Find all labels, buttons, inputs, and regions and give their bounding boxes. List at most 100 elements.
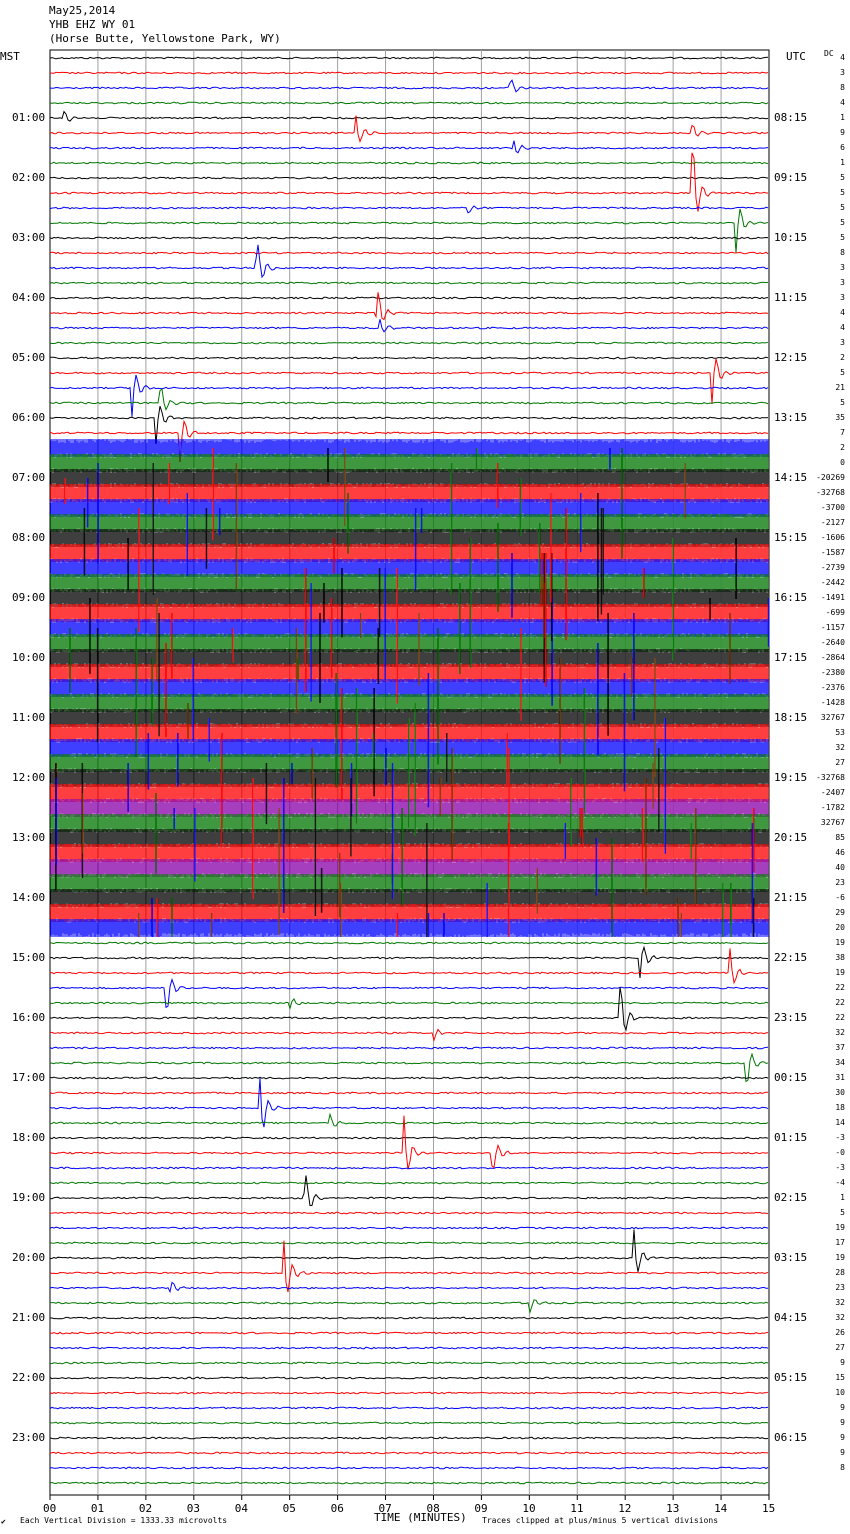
footer-clip-note: Traces clipped at plus/minus 5 vertical … [482,1516,719,1525]
seismic-trace [49,1466,769,1470]
dc-offset-label: -2127 [820,518,845,527]
mst-hour-label: 09:00 [12,591,46,604]
seismic-trace [49,236,769,240]
utc-hour-label: 00:15 [774,1071,808,1084]
mst-hour-label: 08:00 [12,531,46,544]
seismic-trace [49,110,769,122]
seismic-trace [49,1436,769,1440]
corner-mark: ✔ [1,1517,6,1526]
dc-offset-label: 3 [840,293,845,302]
dc-offset-label: -3 [835,1133,845,1142]
seismic-trace [49,1046,769,1050]
seismic-trace [49,208,769,253]
dc-offset-label: 27 [835,758,845,767]
x-tick-label: 10 [522,1502,536,1515]
clipped-trace [50,499,768,517]
dc-offset-label: 5 [840,173,845,182]
clipped-trace [50,844,768,862]
x-tick-label: 13 [666,1502,680,1515]
dc-offset-label: 19 [835,968,845,977]
utc-hour-label: 15:15 [774,531,808,544]
clipped-trace [50,814,768,832]
dc-offset-label: 31 [835,1073,845,1082]
dc-offset-label: 18 [835,1103,845,1112]
mst-hour-label: 17:00 [12,1071,46,1084]
seismic-trace [49,152,768,212]
seismic-trace [49,1376,769,1380]
dc-offset-label: 23 [835,878,845,887]
dc-offset-label: 9 [840,1418,845,1427]
seismic-trace [49,997,769,1010]
dc-offset-label: 3 [840,68,845,77]
dc-offset-label: 3 [840,278,845,287]
dc-offset-label: 85 [835,833,845,842]
clipped-trace [50,694,768,712]
dc-offset-label: 35 [835,413,845,422]
mst-hour-label: 15:00 [12,951,46,964]
seismic-trace [49,1391,769,1395]
dc-offset-label: 21 [835,383,845,392]
utc-hour-label: 12:15 [774,351,808,364]
dc-offset-label: 3 [840,263,845,272]
utc-hour-label: 06:15 [774,1431,808,1444]
x-tick-label: 02 [138,1502,153,1515]
dc-offset-label: 27 [835,1343,845,1352]
seismic-trace [49,941,769,945]
seismic-trace [49,1136,769,1140]
seismic-trace [49,358,769,404]
seismic-trace [49,244,769,279]
seismic-trace [49,1240,769,1293]
dc-offset-label: 32767 [820,818,845,827]
seismic-trace [49,101,769,105]
clipped-trace [50,559,768,577]
dc-offset-label: 30 [835,1088,845,1097]
seismic-trace [49,1181,769,1185]
footer-scale-note: Each Vertical Division = 1333.33 microvo… [20,1516,228,1525]
dc-offset-label: 28 [835,1268,845,1277]
mst-hour-label: 19:00 [12,1191,46,1204]
utc-axis-label: UTC [786,50,806,63]
dc-offset-label: 3 [840,338,845,347]
dc-offset-label: -2380 [820,668,845,677]
clipped-trace [50,919,768,937]
utc-hour-label: 23:15 [774,1011,808,1024]
dc-offset-label: 32 [835,1313,845,1322]
clipped-trace [50,709,768,727]
dc-offset-label: -1157 [820,623,845,632]
dc-offset-label: -0 [835,1148,845,1157]
dc-offset-label: -32768 [816,488,845,497]
seismic-trace [49,1241,769,1245]
seismic-trace [49,356,769,360]
seismic-trace [49,176,769,180]
dc-offset-label: 22 [835,1013,845,1022]
dc-offset-label: 1 [840,158,845,167]
seismic-trace [49,1229,769,1272]
dc-offset-label: 38 [835,953,845,962]
seismic-trace [50,71,769,75]
x-tick-label: 01 [90,1502,105,1515]
dc-column-label: DC [824,49,834,58]
seismic-trace [49,341,769,345]
plot-location: (Horse Butte, Yellowstone Park, WY) [49,32,281,45]
clipped-trace [50,514,768,532]
seismic-trace [49,115,769,144]
seismic-trace [49,1346,769,1350]
clipped-trace [50,859,768,877]
clipped-trace [50,454,768,472]
seismic-trace [49,1166,769,1170]
clipped-trace [50,439,768,457]
utc-hour-label: 18:15 [774,711,808,724]
utc-hour-label: 04:15 [774,1311,808,1324]
dc-offset-label: 1 [840,113,845,122]
dc-offset-label: 32767 [820,713,845,722]
seismic-trace [49,374,769,417]
dc-offset-label: 22 [835,983,845,992]
clipped-trace [50,529,768,547]
utc-hour-label: 08:15 [774,111,808,124]
utc-hour-label: 17:15 [774,651,808,664]
clipped-trace [50,649,768,667]
dc-offset-label: 5 [840,368,845,377]
dc-offset-label: 17 [835,1238,845,1247]
dc-offset-label: -1782 [820,803,845,812]
x-tick-label: 05 [282,1502,296,1515]
